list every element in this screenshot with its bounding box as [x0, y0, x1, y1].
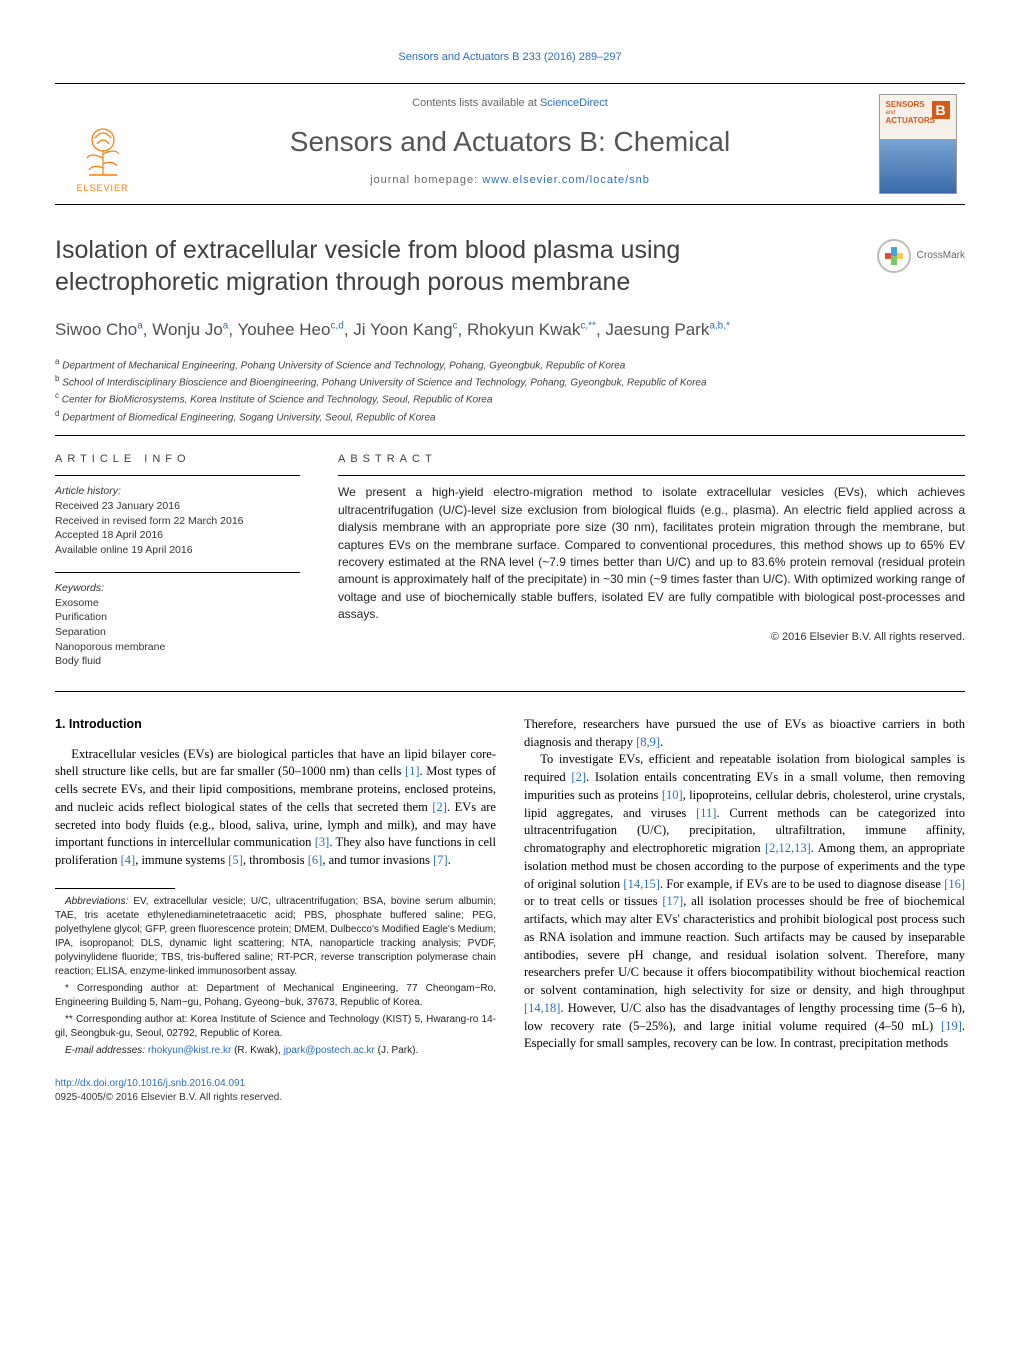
elsevier-logo[interactable]: ELSEVIER [73, 120, 133, 195]
history-lines: Received 23 January 2016Received in revi… [55, 499, 300, 558]
authors-line: Siwoo Choa, Wonju Joa, Youhee Heoc,d, Ji… [55, 318, 965, 342]
homepage-prefix: journal homepage: [370, 174, 482, 186]
abstract-copyright: © 2016 Elsevier B.V. All rights reserved… [338, 630, 965, 645]
page-footer: http://dx.doi.org/10.1016/j.snb.2016.04.… [55, 1077, 965, 1105]
cover-badge-b: B [932, 101, 950, 119]
issn-copyright: 0925-4005/© 2016 Elsevier B.V. All right… [55, 1092, 282, 1103]
info-rule [55, 475, 300, 476]
footnote-emails: E-mail addresses: rhokyun@kist.re.kr (R.… [55, 1044, 496, 1058]
elsevier-wordmark: ELSEVIER [76, 182, 128, 195]
abstract-rule [338, 475, 965, 476]
journal-title: Sensors and Actuators B: Chemical [160, 122, 860, 161]
contents-prefix: Contents lists available at [412, 97, 540, 109]
email-who-1: (R. Kwak), [231, 1045, 283, 1056]
cover-word-sensors: SENSORS [886, 101, 935, 110]
elsevier-tree-icon [73, 120, 133, 180]
masthead: ELSEVIER Contents lists available at Sci… [55, 83, 965, 205]
body-paragraph: To investigate EVs, efficient and repeat… [524, 751, 965, 1053]
article-info-column: article info Article history: Received 2… [55, 452, 300, 669]
body-paragraph: Extracellular vesicles (EVs) are biologi… [55, 746, 496, 870]
email-link-2[interactable]: jpark@postech.ac.kr [284, 1045, 375, 1056]
publisher-logo-area: ELSEVIER [55, 84, 150, 204]
affiliations: a Department of Mechanical Engineering, … [55, 356, 965, 425]
footnote-corr2: ** Corresponding author at: Korea Instit… [55, 1013, 496, 1041]
masthead-center: Contents lists available at ScienceDirec… [150, 84, 870, 204]
section-heading-intro: 1. Introduction [55, 716, 496, 734]
crossmark-icon [877, 239, 911, 273]
email-who-2: (J. Park). [375, 1045, 418, 1056]
journal-cover-area: SENSORS and ACTUATORS B [870, 84, 965, 204]
abstract-column: abstract We present a high-yield electro… [338, 452, 965, 669]
abbrev-label: Abbreviations: [65, 896, 128, 907]
crossmark-badge[interactable]: CrossMark [877, 239, 965, 273]
info-rule-2 [55, 572, 300, 573]
sciencedirect-link[interactable]: ScienceDirect [540, 97, 608, 109]
footnotes: Abbreviations: EV, extracellular vesicle… [55, 895, 496, 1058]
body-top-rule [55, 691, 965, 692]
abstract-label: abstract [338, 452, 965, 467]
homepage-link[interactable]: www.elsevier.com/locate/snb [482, 174, 650, 186]
title-block: Isolation of extracellular vesicle from … [55, 235, 965, 298]
history-label: Article history: [55, 484, 300, 499]
cover-word-actuators: ACTUATORS [886, 117, 935, 126]
contents-line: Contents lists available at ScienceDirec… [160, 96, 860, 111]
running-header: Sensors and Actuators B 233 (2016) 289–2… [55, 50, 965, 65]
crossmark-label: CrossMark [917, 249, 965, 263]
footnote-rule [55, 888, 175, 889]
separator-rule [55, 435, 965, 436]
body-paragraph: Therefore, researchers have pursued the … [524, 716, 965, 752]
article-info-label: article info [55, 452, 300, 467]
footnote-corr1: * Corresponding author at: Department of… [55, 982, 496, 1010]
abbrev-text: EV, extracellular vesicle; U/C, ultracen… [55, 896, 496, 977]
email-label: E-mail addresses: [65, 1045, 145, 1056]
email-link-1[interactable]: rhokyun@kist.re.kr [148, 1045, 232, 1056]
info-abstract-row: article info Article history: Received 2… [55, 452, 965, 669]
body-columns: 1. Introduction Extracellular vesicles (… [55, 716, 965, 1061]
doi-link[interactable]: http://dx.doi.org/10.1016/j.snb.2016.04.… [55, 1078, 245, 1089]
footnote-abbrev: Abbreviations: EV, extracellular vesicle… [55, 895, 496, 979]
journal-homepage: journal homepage: www.elsevier.com/locat… [160, 173, 860, 188]
article-title: Isolation of extracellular vesicle from … [55, 235, 835, 298]
body-col-right: Therefore, researchers have pursued the … [524, 716, 965, 1061]
journal-cover-thumbnail[interactable]: SENSORS and ACTUATORS B [879, 94, 957, 194]
body-col-left: 1. Introduction Extracellular vesicles (… [55, 716, 496, 1061]
keywords-label: Keywords: [55, 581, 300, 596]
keywords-list: ExosomePurificationSeparationNanoporous … [55, 596, 300, 669]
abstract-text: We present a high-yield electro-migratio… [338, 484, 965, 623]
